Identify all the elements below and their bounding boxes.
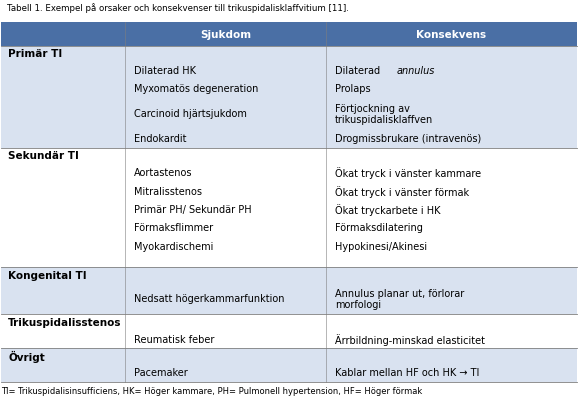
Text: Kablar mellan HF och HK → TI: Kablar mellan HF och HK → TI <box>335 368 479 377</box>
Text: Tabell 1. Exempel på orsaker och konsekvenser till trikuspidalisklaffvitium [11]: Tabell 1. Exempel på orsaker och konsekv… <box>7 3 349 13</box>
Text: Ärrbildning-minskad elasticitet: Ärrbildning-minskad elasticitet <box>335 333 485 345</box>
Text: Prolaps: Prolaps <box>335 84 370 94</box>
Bar <box>1 267 577 314</box>
Text: Förtjockning av
trikuspidalisklaffven: Förtjockning av trikuspidalisklaffven <box>335 103 434 125</box>
Text: Övrigt: Övrigt <box>8 350 45 362</box>
Text: Annulus planar ut, förlorar
morfologi: Annulus planar ut, förlorar morfologi <box>335 288 464 310</box>
Text: Hypokinesi/Akinesi: Hypokinesi/Akinesi <box>335 241 427 251</box>
Text: Pacemaker: Pacemaker <box>134 368 187 377</box>
Text: Ökat tryckarbete i HK: Ökat tryckarbete i HK <box>335 204 440 215</box>
Text: Myxomatös degeneration: Myxomatös degeneration <box>134 84 258 94</box>
Text: Trikuspidalisstenos: Trikuspidalisstenos <box>8 317 122 327</box>
Text: TI= Trikuspidalisinsufficiens, HK= Höger kammare, PH= Pulmonell hypertension, HF: TI= Trikuspidalisinsufficiens, HK= Höger… <box>1 386 423 395</box>
Bar <box>1 348 577 382</box>
Text: Ökat tryck i vänster förmak: Ökat tryck i vänster förmak <box>335 185 469 197</box>
Text: Reumatisk feber: Reumatisk feber <box>134 334 214 344</box>
Text: Endokardit: Endokardit <box>134 134 186 144</box>
Text: Ökat tryck i vänster kammare: Ökat tryck i vänster kammare <box>335 167 481 179</box>
Text: Förmaksdilatering: Förmaksdilatering <box>335 223 423 233</box>
Text: Sjukdom: Sjukdom <box>200 30 251 40</box>
Text: Mitralisstenos: Mitralisstenos <box>134 186 202 196</box>
Text: Carcinoid hjärtsjukdom: Carcinoid hjärtsjukdom <box>134 109 247 119</box>
Text: Dilaterad HK: Dilaterad HK <box>134 66 196 76</box>
Text: Nedsatt högerkammarfunktion: Nedsatt högerkammarfunktion <box>134 294 284 304</box>
Bar <box>1 314 577 348</box>
Text: Sekundär TI: Sekundär TI <box>8 151 79 161</box>
Text: Dilaterad: Dilaterad <box>335 66 383 76</box>
Bar <box>1 47 577 148</box>
Text: Primär TI: Primär TI <box>8 49 62 59</box>
Text: Förmaksflimmer: Förmaksflimmer <box>134 223 213 233</box>
Text: Drogmissbrukare (intravenös): Drogmissbrukare (intravenös) <box>335 134 481 144</box>
Text: Kongenital TI: Kongenital TI <box>8 270 87 280</box>
Text: Primär PH/ Sekundär PH: Primär PH/ Sekundär PH <box>134 205 251 215</box>
Text: annulus: annulus <box>397 66 435 76</box>
Bar <box>1 23 577 47</box>
Bar <box>1 148 577 267</box>
Text: Konsekvens: Konsekvens <box>416 30 487 40</box>
Text: Myokardischemi: Myokardischemi <box>134 241 213 251</box>
Text: Aortastenos: Aortastenos <box>134 168 192 178</box>
